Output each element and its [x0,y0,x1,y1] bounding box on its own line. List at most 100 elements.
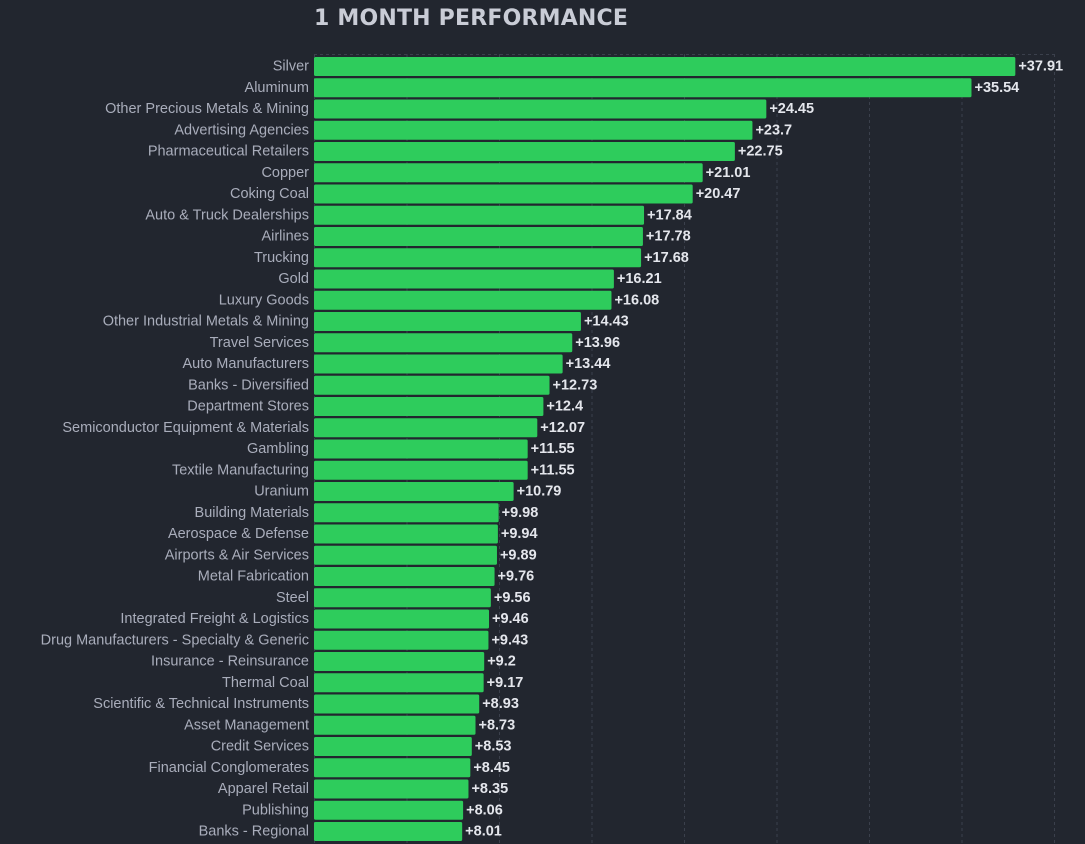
value-label: +13.44 [566,356,611,372]
bar[interactable] [314,269,614,289]
category-label: Auto & Truck Dealerships [145,207,309,223]
bar[interactable] [314,354,563,374]
category-label: Pharmaceutical Retailers [148,144,309,160]
bar[interactable] [314,120,753,140]
bar[interactable] [314,184,693,204]
value-label: +9.46 [492,611,529,627]
chart-title: 1 MONTH PERFORMANCE [314,6,629,31]
category-label: Publishing [242,802,309,818]
bar[interactable] [314,588,491,608]
category-label: Airports & Air Services [165,547,309,563]
value-label: +11.55 [531,462,575,478]
category-label: Coking Coal [230,186,309,202]
value-label: +8.53 [475,739,512,755]
category-label: Uranium [254,484,309,500]
bar[interactable] [314,205,645,225]
value-label: +9.2 [487,654,516,670]
bars [314,57,1016,841]
value-label: +12.73 [553,377,598,393]
value-label: +23.7 [755,122,792,138]
value-label: +17.68 [644,250,689,266]
value-label: +14.43 [584,314,629,330]
bar[interactable] [314,248,642,268]
category-label: Copper [261,165,309,181]
value-label: +11.55 [531,441,575,457]
category-label: Financial Conglomerates [149,760,309,776]
bar[interactable] [314,800,464,820]
bar[interactable] [314,57,1016,76]
category-label: Trucking [254,250,309,266]
bar[interactable] [314,163,703,183]
value-label: +8.01 [465,824,502,840]
value-label: +22.75 [738,144,783,160]
bar[interactable] [314,694,480,714]
bar[interactable] [314,397,544,416]
category-label: Steel [276,590,309,606]
bar[interactable] [314,227,643,246]
value-label: +16.21 [617,271,662,287]
category-label: Asset Management [184,717,309,733]
bar[interactable] [314,737,472,756]
bar[interactable] [314,439,528,459]
category-label: Credit Services [211,739,309,755]
bar[interactable] [314,822,463,841]
value-label: +24.45 [769,101,814,117]
bar[interactable] [314,758,471,778]
value-label: +20.47 [696,186,741,202]
bar[interactable] [314,375,550,395]
category-label: Building Materials [195,505,309,521]
category-label: Aluminum [245,80,309,96]
value-label: +10.79 [517,484,562,500]
category-label: Silver [273,59,309,75]
value-label: +9.43 [491,632,528,648]
bar[interactable] [314,673,484,693]
category-label: Thermal Coal [222,675,309,691]
value-label: +9.76 [498,569,535,585]
category-label: Luxury Goods [219,292,309,308]
bar[interactable] [314,545,497,565]
category-label: Airlines [261,229,309,245]
category-label: Banks - Diversified [188,377,309,393]
category-label: Gambling [247,441,309,457]
value-label: +8.35 [471,781,508,797]
category-label: Gold [278,271,309,287]
labels: Silver +37.91 Aluminum +35.54 Other Precious… [41,59,1063,840]
bar[interactable] [314,609,490,629]
bar[interactable] [314,418,538,438]
value-label: +12.07 [540,420,585,436]
category-label: Aerospace & Defense [168,526,309,542]
bar[interactable] [314,652,485,671]
category-label: Travel Services [210,335,309,351]
bar[interactable] [314,99,767,119]
category-label: Other Industrial Metals & Mining [103,314,309,330]
value-label: +8.06 [466,802,503,818]
bar[interactable] [314,460,528,480]
category-label: Scientific & Technical Instruments [93,696,309,712]
bar[interactable] [314,503,499,523]
bar[interactable] [314,482,514,501]
category-label: Drug Manufacturers - Specialty & Generic [41,632,309,648]
category-label: Auto Manufacturers [182,356,309,372]
value-label: +8.45 [473,760,510,776]
value-label: +9.89 [500,547,537,563]
value-label: +16.08 [614,292,659,308]
value-label: +12.4 [546,399,583,415]
bar[interactable] [314,567,495,586]
category-label: Insurance - Reinsurance [151,654,309,670]
bar[interactable] [314,333,573,353]
category-label: Other Precious Metals & Mining [105,101,309,117]
bar[interactable] [314,715,476,735]
category-label: Metal Fabrication [198,569,309,585]
value-label: +17.78 [646,229,691,245]
bar[interactable] [314,312,581,331]
bar[interactable] [314,290,612,310]
value-label: +9.94 [501,526,538,542]
bar[interactable] [314,779,469,799]
bar[interactable] [314,78,972,98]
bar[interactable] [314,630,489,650]
value-label: +17.84 [647,207,692,223]
value-label: +37.91 [1018,59,1063,75]
bar[interactable] [314,142,735,161]
bar[interactable] [314,524,498,544]
